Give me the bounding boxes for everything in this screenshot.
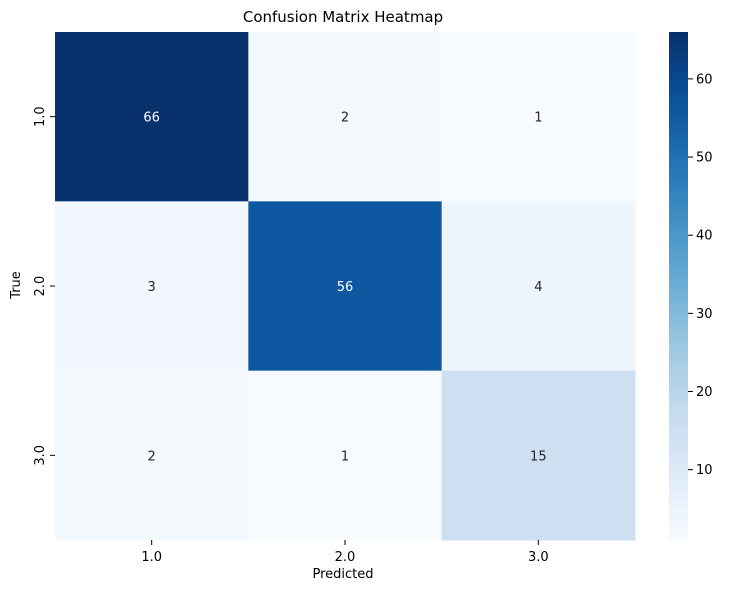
y-tick-label: 1.0 — [33, 106, 48, 127]
x-tick-label: 3.0 — [528, 550, 549, 565]
heatmap-cell-r1-c2 — [248, 32, 443, 202]
cell-value-label: 1 — [534, 111, 542, 126]
heatmap-cell-r2-c1 — [55, 201, 249, 372]
cell-value-label: 66 — [143, 111, 160, 126]
heatmap-cell-r3-c1 — [55, 370, 249, 541]
heatmap-cell-r1-c1 — [55, 32, 249, 202]
y-axis: 1.0 2.0 3.0 — [33, 106, 55, 466]
cell-value-label: 3 — [148, 280, 156, 295]
cell-value-label: 15 — [530, 449, 547, 464]
colorbar-tick-label: 10 — [696, 463, 713, 478]
x-tick-label: 2.0 — [335, 550, 356, 565]
x-axis-label: Predicted — [312, 567, 373, 582]
colorbar-tick-label: 40 — [696, 229, 713, 244]
colorbar-ticks: 10 20 30 40 50 60 — [688, 72, 713, 478]
x-tick-label: 1.0 — [141, 550, 162, 565]
heatmap-cell-r2-c2 — [248, 201, 443, 372]
colorbar-tick-label: 50 — [696, 151, 713, 166]
cell-value-label: 4 — [534, 280, 542, 295]
colorbar-tick-label: 60 — [696, 72, 713, 87]
y-axis-label: True — [9, 271, 24, 300]
heatmap-cell-r2-c3 — [441, 201, 636, 372]
heatmap-cell-labels: 66 2 1 3 56 4 2 1 15 — [143, 111, 546, 465]
cell-value-label: 2 — [341, 111, 349, 126]
chart-title: Confusion Matrix Heatmap — [243, 8, 443, 26]
cell-value-label: 1 — [341, 449, 349, 464]
colorbar-tick-label: 30 — [696, 307, 713, 322]
heatmap-cell-r1-c3 — [441, 32, 636, 202]
heatmap-cell-r3-c3 — [441, 370, 636, 541]
colorbar — [669, 32, 688, 540]
y-tick-label: 2.0 — [33, 276, 48, 297]
heatmap-cell-r3-c2 — [248, 370, 443, 541]
y-tick-label: 3.0 — [33, 445, 48, 466]
colorbar-tick-label: 20 — [696, 385, 713, 400]
cell-value-label: 2 — [148, 449, 156, 464]
cell-value-label: 56 — [337, 280, 354, 295]
heatmap-cells — [55, 32, 636, 541]
x-axis: 1.0 2.0 3.0 — [141, 540, 549, 565]
